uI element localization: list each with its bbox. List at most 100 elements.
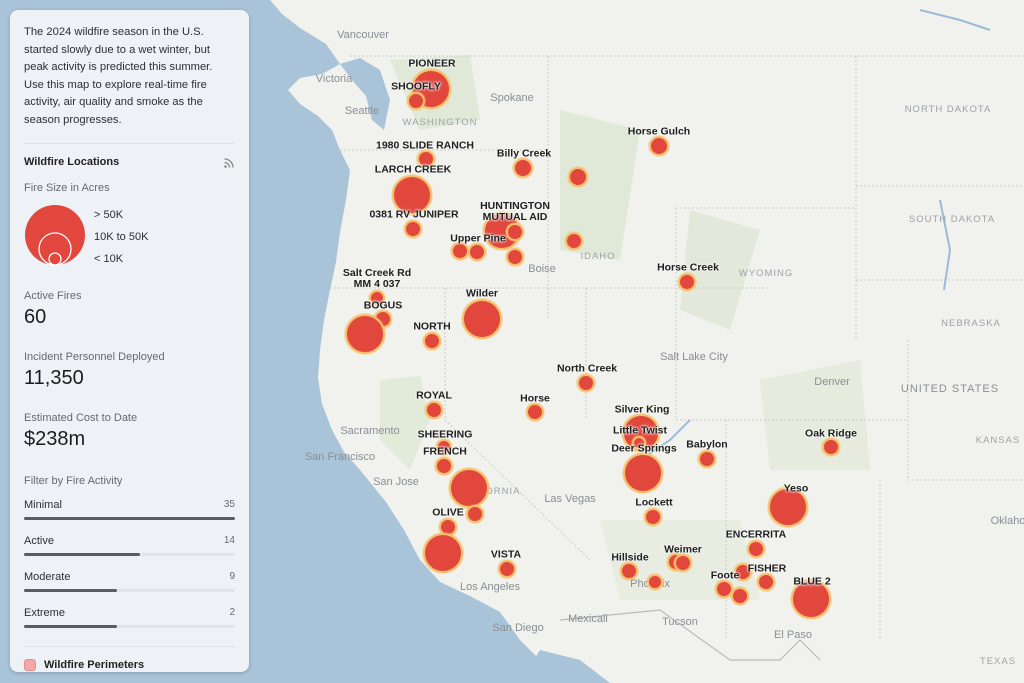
fire-label[interactable]: Horse Gulch — [627, 125, 691, 138]
fire-marker[interactable] — [747, 540, 765, 558]
fire-label[interactable]: Salt Creek Rd MM 4 037 — [342, 266, 412, 290]
fire-label[interactable]: 1980 SLIDE RANCH — [375, 139, 475, 152]
fire-label[interactable]: OLIVE — [432, 506, 464, 519]
city-label: Las Vegas — [544, 493, 596, 506]
fire-marker[interactable] — [436, 439, 452, 455]
fire-label[interactable]: Little Twist — [612, 424, 668, 437]
fire-label[interactable]: NORTH — [413, 320, 451, 333]
fire-marker[interactable] — [506, 223, 524, 241]
filter-active[interactable]: Active 14 — [24, 535, 235, 556]
cost-label: Estimated Cost to Date — [24, 412, 138, 424]
fire-marker[interactable] — [526, 403, 544, 421]
fire-size-title: Fire Size in Acres — [24, 182, 110, 194]
state-label: TEXAS — [979, 656, 1017, 668]
fire-label[interactable]: ENCERRITA — [725, 528, 787, 541]
fire-label[interactable]: FRENCH — [423, 445, 467, 458]
fire-marker[interactable] — [568, 167, 588, 187]
filter-track[interactable] — [24, 553, 235, 556]
fire-label[interactable]: SHOOFLY — [391, 80, 441, 93]
fire-marker[interactable] — [423, 332, 441, 350]
fire-label[interactable]: HUNTINGTON MUTUAL AID — [480, 199, 550, 223]
filter-moderate[interactable]: Moderate 9 — [24, 571, 235, 592]
filter-minimal[interactable]: Minimal 35 — [24, 499, 235, 520]
filter-bar — [24, 625, 117, 628]
fire-marker[interactable] — [462, 299, 502, 339]
fire-marker[interactable] — [623, 453, 663, 493]
activity-filter: Minimal 35 Active 14 Moderate 9 Extreme 2 — [24, 499, 235, 628]
filter-track[interactable] — [24, 517, 235, 520]
fire-label[interactable]: ROYAL — [416, 389, 452, 402]
fire-marker[interactable] — [647, 574, 663, 590]
fire-label[interactable]: Billy Creek — [496, 147, 552, 160]
city-label: San Jose — [373, 476, 419, 489]
fire-marker[interactable] — [369, 290, 385, 306]
fire-marker[interactable] — [715, 580, 733, 598]
fire-marker[interactable] — [644, 508, 662, 526]
fire-label[interactable]: Babylon — [686, 438, 728, 451]
filter-count: 2 — [229, 607, 235, 618]
filter-track[interactable] — [24, 589, 235, 592]
fire-label[interactable]: BOGUS — [363, 299, 403, 312]
fire-marker[interactable] — [451, 242, 469, 260]
fire-marker[interactable] — [435, 457, 453, 475]
fire-marker[interactable] — [392, 175, 432, 215]
personnel-label: Incident Personnel Deployed — [24, 351, 165, 363]
perimeter-swatch-icon[interactable] — [24, 659, 36, 671]
fire-label[interactable]: Silver King — [614, 403, 670, 416]
fire-label[interactable]: Hillside — [611, 551, 649, 564]
fire-label[interactable]: BLUE 2 — [793, 575, 831, 588]
fire-marker[interactable] — [791, 579, 831, 619]
fire-marker[interactable] — [768, 487, 808, 527]
fire-marker[interactable] — [407, 92, 425, 110]
fire-marker[interactable] — [506, 248, 524, 266]
fire-label[interactable]: Foote — [710, 569, 740, 582]
fire-marker[interactable] — [678, 273, 696, 291]
fire-label[interactable]: Deer Springs — [611, 442, 677, 455]
fire-marker[interactable] — [449, 468, 489, 508]
filter-extreme[interactable]: Extreme 2 — [24, 607, 235, 628]
fire-label[interactable]: Weimer — [664, 543, 702, 556]
fire-label[interactable]: Wilder — [466, 287, 498, 300]
fire-label[interactable]: Horse Creek — [657, 261, 719, 274]
wildfire-perimeters-toggle[interactable]: Wildfire Perimeters — [24, 659, 235, 671]
fire-label[interactable]: North Creek — [556, 362, 618, 375]
fire-marker[interactable] — [417, 150, 435, 168]
fire-marker[interactable] — [468, 243, 486, 261]
fire-marker[interactable] — [757, 573, 775, 591]
fire-marker[interactable] — [632, 436, 646, 450]
country-label: UNITED STATES — [900, 383, 1000, 396]
filter-track[interactable] — [24, 625, 235, 628]
fire-label[interactable]: FISHER — [747, 562, 787, 575]
cost-value: $238m — [24, 428, 86, 450]
city-label: Mexicali — [568, 613, 608, 626]
fire-label[interactable]: Upper Pine — [450, 232, 506, 245]
fire-marker[interactable] — [731, 587, 749, 605]
fire-label[interactable]: PIONEER — [408, 57, 456, 70]
fire-marker[interactable] — [498, 560, 516, 578]
fire-label[interactable]: SHEERING — [417, 428, 473, 441]
fire-label[interactable]: 0381 RV JUNIPER — [369, 208, 459, 221]
fire-label[interactable]: VISTA — [490, 548, 522, 561]
fire-label[interactable]: Oak Ridge — [805, 427, 857, 440]
fire-marker[interactable] — [425, 401, 443, 419]
fire-marker[interactable] — [620, 562, 638, 580]
fire-marker[interactable] — [734, 563, 752, 581]
fire-marker[interactable] — [404, 220, 422, 238]
fire-marker[interactable] — [565, 232, 583, 250]
fire-marker[interactable] — [674, 554, 692, 572]
fire-marker[interactable] — [649, 136, 669, 156]
fire-marker[interactable] — [513, 158, 533, 178]
fire-marker[interactable] — [466, 505, 484, 523]
fire-label[interactable]: Horse — [520, 392, 550, 405]
fire-marker[interactable] — [577, 374, 595, 392]
fire-marker[interactable] — [423, 533, 463, 573]
state-label: WASHINGTON — [402, 117, 478, 129]
fire-marker[interactable] — [698, 450, 716, 468]
fire-label[interactable]: Lockett — [635, 496, 673, 509]
fire-marker[interactable] — [822, 438, 840, 456]
rss-feed-icon[interactable] — [223, 156, 235, 168]
fire-marker[interactable] — [345, 314, 385, 354]
fire-label[interactable]: Yeso — [783, 482, 809, 495]
fire-label[interactable]: LARCH CREEK — [374, 163, 452, 176]
